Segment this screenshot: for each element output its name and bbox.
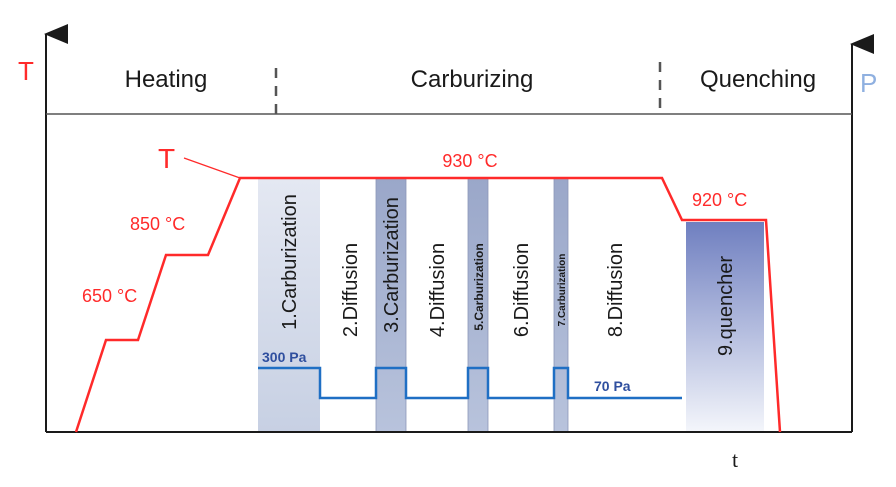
stage-box-9 (686, 222, 764, 432)
stage-label-9: 9.quencher (715, 256, 737, 356)
phase-label-quenching: Quenching (700, 66, 816, 93)
stage-label-1: 1.Carburization (279, 194, 301, 330)
stage-box-1 (258, 178, 320, 432)
temperature-curve (74, 176, 782, 433)
temperature-leader-line (183, 157, 241, 179)
right-axis-label: P (860, 68, 877, 98)
temp-label-650: 650 °C (82, 286, 137, 306)
left-axis-label: T (18, 56, 34, 86)
stage-label-6: 6.Diffusion (511, 243, 533, 337)
stage-label-2: 2.Diffusion (340, 243, 362, 337)
stage-label-4: 4.Diffusion (427, 243, 449, 337)
pressure-curve (258, 366, 682, 400)
phase-label-heating: Heating (125, 66, 208, 93)
stage-box-3 (375, 177, 407, 433)
temperature-curve-label: T (158, 143, 175, 174)
time-axis-label: t (732, 447, 738, 472)
stage-label-7: 7.Carburization (557, 254, 568, 327)
temp-label-920: 920 °C (692, 190, 747, 210)
stage-label-8: 8.Diffusion (605, 243, 627, 337)
temp-label-930: 930 °C (442, 151, 497, 171)
pressure-label-low: 70 Pa (594, 378, 631, 394)
stage-label-3: 3.Carburization (381, 197, 403, 333)
stage-label-5: 5.Carburization (472, 243, 486, 330)
phase-label-carburizing: Carburizing (411, 66, 534, 93)
pressure-label-high: 300 Pa (262, 349, 307, 365)
temp-label-850: 850 °C (130, 214, 185, 234)
